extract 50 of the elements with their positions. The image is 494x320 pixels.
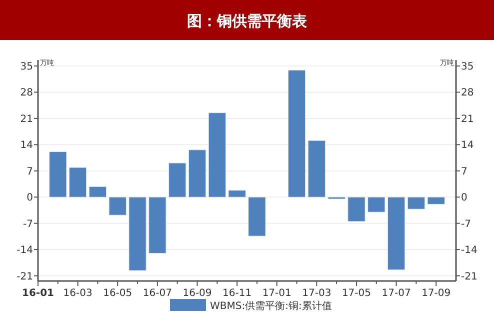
bar bbox=[108, 196, 126, 216]
chart-title: 图：铜供需平衡表 bbox=[187, 12, 308, 30]
x-tick-label: 17-07 bbox=[382, 288, 411, 299]
y-tick-label: 21 bbox=[20, 114, 33, 125]
bar bbox=[69, 167, 87, 198]
bar bbox=[348, 196, 366, 222]
y-tick-label: 7 bbox=[26, 166, 33, 178]
y-tick-label: -21 bbox=[16, 271, 33, 282]
y2-tick-label: -21 bbox=[461, 271, 478, 282]
bar bbox=[148, 196, 166, 254]
bar bbox=[368, 196, 386, 212]
y2-tick-label: 28 bbox=[461, 88, 474, 99]
x-tick-label: 16-07 bbox=[142, 288, 172, 299]
legend-label: WBMS:供需平衡:铜:累计值 bbox=[210, 300, 332, 312]
x-tick-label: 16-09 bbox=[182, 288, 212, 299]
y-tick-label: 0 bbox=[26, 192, 33, 204]
bar bbox=[188, 150, 206, 198]
bar bbox=[407, 196, 425, 210]
bar bbox=[387, 196, 406, 270]
y2-tick-label: 7 bbox=[461, 166, 468, 178]
bar bbox=[308, 140, 326, 198]
bar bbox=[49, 152, 67, 198]
y2-tick-label: -7 bbox=[461, 218, 471, 230]
x-tick-label: 17-09 bbox=[422, 288, 451, 299]
y-tick-label: 28 bbox=[20, 88, 33, 99]
bar bbox=[427, 196, 445, 204]
y-tick-label: -14 bbox=[16, 245, 33, 256]
legend: WBMS:供需平衡:铜:累计值 bbox=[170, 299, 332, 312]
y-tick-label: 35 bbox=[20, 62, 33, 72]
y2-tick-label: 0 bbox=[461, 192, 468, 204]
bar bbox=[88, 186, 107, 198]
x-tick-label: 16-03 bbox=[63, 288, 92, 299]
y2-tick-label: -14 bbox=[461, 245, 478, 256]
bar bbox=[288, 70, 306, 198]
bar bbox=[208, 112, 226, 198]
x-tick-label: 17-01 bbox=[262, 288, 292, 299]
x-tick-label: 16-05 bbox=[103, 288, 132, 299]
x-tick-label: 17-03 bbox=[302, 288, 332, 299]
y-tick-label: 14 bbox=[20, 140, 33, 152]
bar bbox=[128, 196, 146, 271]
x-tick-label: 16-01 bbox=[22, 288, 54, 299]
y2-tick-label: 14 bbox=[461, 140, 474, 152]
bar bbox=[248, 196, 266, 236]
x-tick-label: 16-11 bbox=[222, 288, 252, 299]
x-tick-label: 17-05 bbox=[342, 288, 372, 299]
bar bbox=[168, 162, 186, 198]
bar bbox=[228, 190, 246, 198]
y2-tick-label: 35 bbox=[461, 62, 474, 72]
y-tick-label: -7 bbox=[23, 218, 33, 230]
y2-tick-label: 21 bbox=[461, 114, 474, 125]
